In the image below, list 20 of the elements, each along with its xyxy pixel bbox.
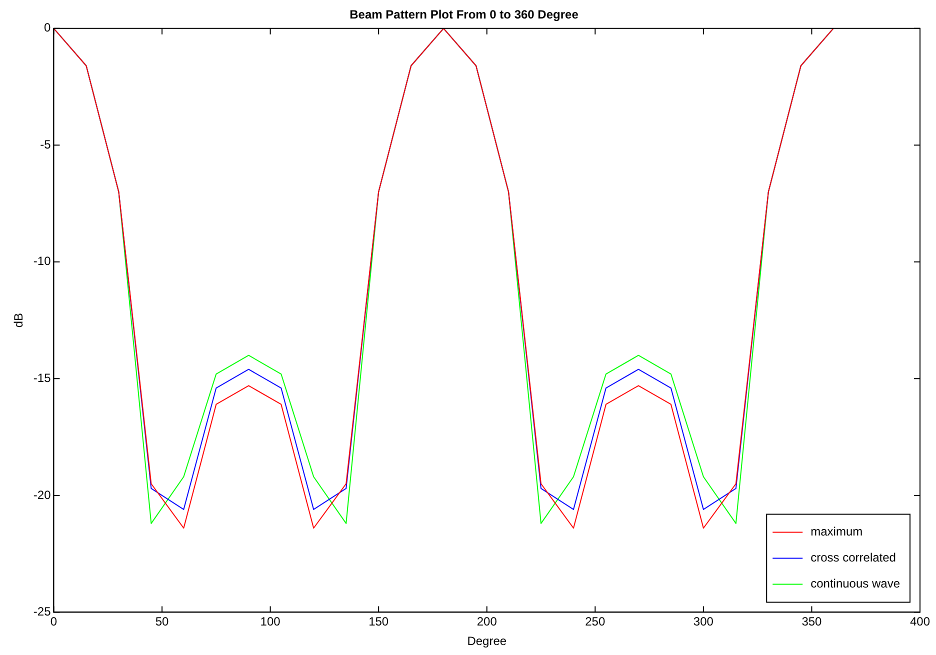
y-axis-title: dB [12, 312, 26, 328]
x-tick-label: 400 [910, 614, 930, 629]
y-tick-label: -20 [33, 488, 52, 502]
y-tick-label: -5 [40, 137, 52, 152]
x-tick-label: 50 [155, 614, 170, 629]
x-tick-label: 350 [802, 614, 822, 629]
x-tick-label: 100 [260, 614, 281, 629]
legend-label: continuous wave [810, 576, 900, 591]
legend-label: cross correlated [810, 550, 896, 565]
y-tick-label: -10 [33, 254, 52, 268]
legend-label: maximum [810, 524, 863, 539]
x-tick-label: 250 [585, 614, 606, 629]
y-tick-label: 0 [44, 20, 52, 35]
x-tick-label: 300 [693, 614, 714, 629]
x-tick-label: 150 [368, 614, 389, 629]
chart-title: Beam Pattern Plot From 0 to 360 Degree [350, 8, 579, 22]
x-tick-label: 200 [476, 614, 498, 629]
x-axis-title: Degree [467, 634, 507, 648]
y-tick-label: -15 [33, 370, 52, 385]
y-tick-label: -25 [33, 604, 52, 619]
